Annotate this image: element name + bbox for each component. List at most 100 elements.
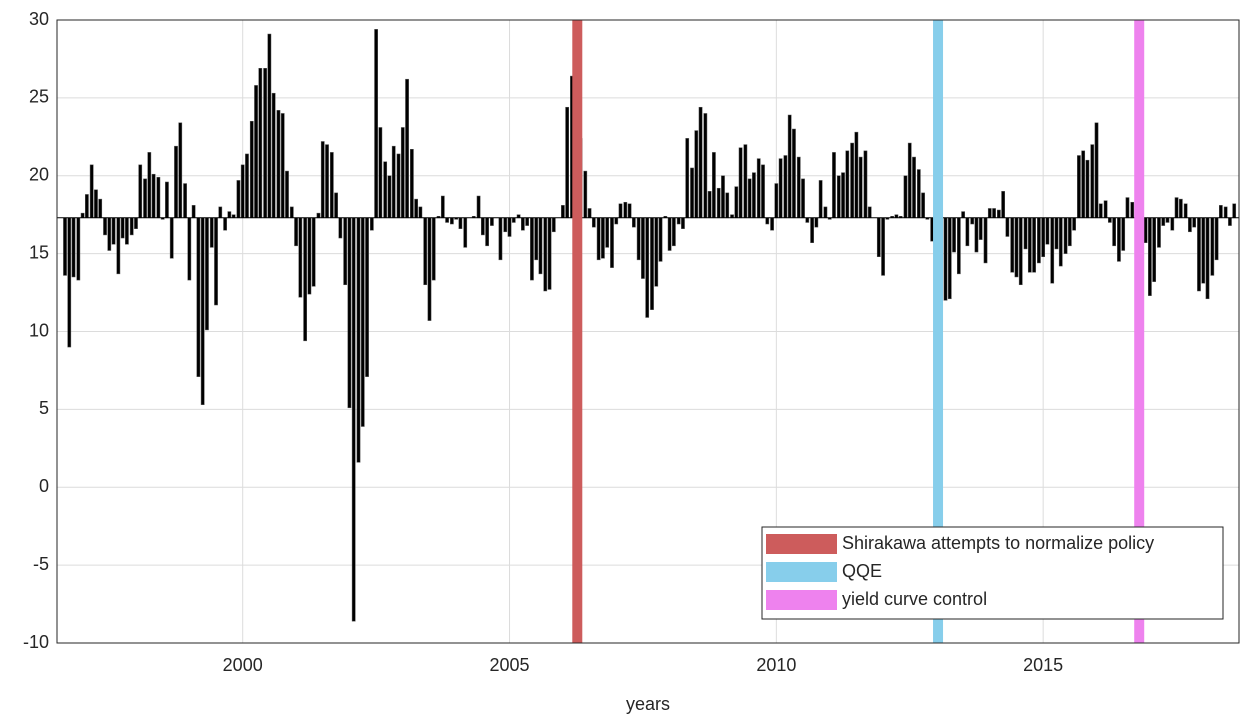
bar: [450, 217, 454, 225]
bar: [414, 198, 418, 219]
legend-swatch: [766, 534, 837, 554]
bar: [356, 217, 361, 463]
bar: [792, 128, 796, 219]
bar: [543, 217, 548, 292]
bar: [365, 217, 369, 377]
bar: [823, 206, 828, 219]
bar: [165, 181, 169, 219]
bar: [427, 217, 432, 321]
bar: [690, 167, 694, 219]
bar: [1183, 203, 1188, 219]
bar: [907, 142, 912, 219]
y-tick-label: -10: [23, 632, 49, 652]
bar: [681, 217, 685, 229]
bar: [627, 203, 632, 219]
bar: [943, 217, 948, 301]
bar: [1085, 159, 1090, 219]
bar: [605, 217, 610, 248]
bar: [183, 183, 187, 219]
bar: [80, 212, 85, 219]
bar: [240, 164, 245, 219]
bar: [743, 144, 748, 219]
bar: [249, 120, 254, 219]
bar: [521, 217, 525, 231]
bar: [498, 217, 503, 261]
bar: [374, 29, 378, 219]
bar: [63, 217, 67, 276]
bar: [378, 127, 383, 219]
bar: [1125, 197, 1130, 219]
bar: [156, 177, 161, 219]
bar: [263, 68, 267, 219]
bar: [810, 217, 814, 243]
bar: [778, 158, 783, 219]
bar: [654, 217, 659, 287]
bar: [947, 217, 952, 300]
bar: [1054, 217, 1059, 250]
bar: [591, 217, 596, 228]
bar: [187, 217, 192, 281]
bar: [511, 217, 516, 223]
bar: [410, 149, 414, 219]
bar: [756, 158, 761, 219]
event-band: [933, 20, 944, 643]
bar: [672, 217, 676, 247]
bar: [836, 175, 841, 219]
bar: [801, 178, 805, 219]
bar: [698, 106, 703, 219]
bar: [1170, 217, 1175, 231]
bar: [623, 201, 628, 219]
bar: [1205, 217, 1210, 300]
bar: [850, 142, 854, 219]
legend: Shirakawa attempts to normalize policy QQ…: [761, 526, 1224, 620]
bar: [565, 106, 570, 219]
bar: [1112, 217, 1116, 247]
bar: [383, 161, 388, 219]
bar: [134, 217, 138, 229]
bar: [832, 152, 836, 219]
bar: [258, 68, 263, 219]
bar: [761, 164, 765, 219]
bar: [71, 217, 76, 278]
bar: [205, 217, 209, 331]
bar: [645, 217, 650, 318]
bar: [1037, 217, 1041, 264]
bar: [525, 217, 529, 226]
x-axis-label: years: [626, 694, 670, 714]
bar: [1121, 217, 1126, 251]
bar: [347, 217, 352, 409]
bar: [961, 211, 965, 219]
legend-label: yield curve control: [842, 589, 987, 609]
bar: [641, 217, 645, 279]
event-band: [1134, 20, 1145, 643]
bar: [1023, 217, 1028, 250]
bar: [1081, 150, 1086, 219]
bar: [1157, 217, 1161, 248]
bar: [289, 206, 294, 219]
bar: [694, 130, 699, 219]
bar: [1077, 155, 1081, 219]
bar: [858, 156, 863, 219]
bar: [676, 217, 681, 225]
bar: [1072, 217, 1076, 231]
bar: [636, 217, 641, 261]
bar: [369, 217, 374, 231]
bar: [196, 217, 201, 377]
bar: [1032, 217, 1036, 273]
bar: [423, 217, 428, 286]
bar: [67, 217, 72, 348]
bar: [1152, 217, 1157, 282]
bar: [747, 178, 752, 219]
bar: [618, 203, 623, 219]
bar: [551, 217, 556, 233]
bar: [1148, 217, 1152, 296]
bar: [1103, 200, 1108, 219]
bar: [445, 217, 449, 223]
y-tick-label: 10: [29, 320, 49, 340]
bar: [223, 217, 227, 231]
bar: [85, 194, 89, 219]
bar: [921, 192, 925, 219]
bar: [503, 217, 508, 233]
bar: [271, 92, 276, 219]
